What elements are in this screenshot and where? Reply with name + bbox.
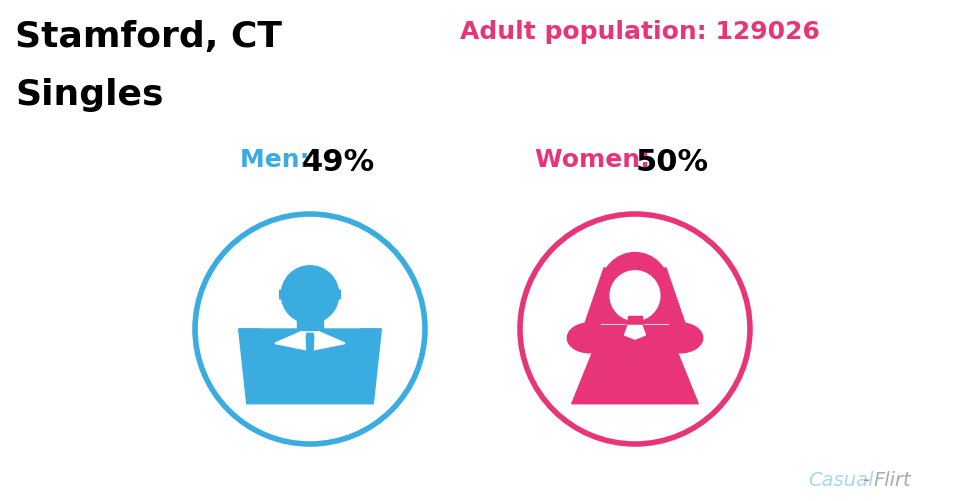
Text: Flirt: Flirt [873, 470, 911, 489]
Polygon shape [310, 332, 346, 351]
Polygon shape [306, 334, 314, 337]
Polygon shape [306, 337, 314, 362]
Ellipse shape [601, 253, 669, 325]
Text: Casual: Casual [808, 470, 874, 489]
Polygon shape [585, 269, 685, 324]
Polygon shape [635, 326, 645, 340]
Polygon shape [572, 326, 698, 404]
Text: 49%: 49% [302, 148, 375, 177]
FancyBboxPatch shape [335, 291, 340, 299]
Text: Adult population: 129026: Adult population: 129026 [460, 20, 820, 44]
Text: Women:: Women: [535, 148, 659, 172]
FancyBboxPatch shape [279, 291, 285, 299]
Polygon shape [628, 316, 642, 327]
Polygon shape [625, 326, 635, 340]
Text: Men:: Men: [240, 148, 319, 172]
Ellipse shape [659, 323, 703, 353]
Text: Stamford, CT: Stamford, CT [15, 20, 282, 54]
Circle shape [611, 271, 660, 321]
Ellipse shape [567, 323, 612, 353]
Polygon shape [346, 329, 381, 344]
Polygon shape [297, 317, 323, 331]
Text: -: - [862, 470, 869, 489]
Text: Singles: Singles [15, 78, 163, 112]
Polygon shape [275, 332, 310, 351]
Polygon shape [300, 332, 319, 351]
Text: 50%: 50% [636, 148, 709, 177]
Circle shape [281, 266, 339, 324]
Polygon shape [628, 326, 642, 340]
Polygon shape [239, 329, 275, 344]
Polygon shape [239, 329, 381, 404]
